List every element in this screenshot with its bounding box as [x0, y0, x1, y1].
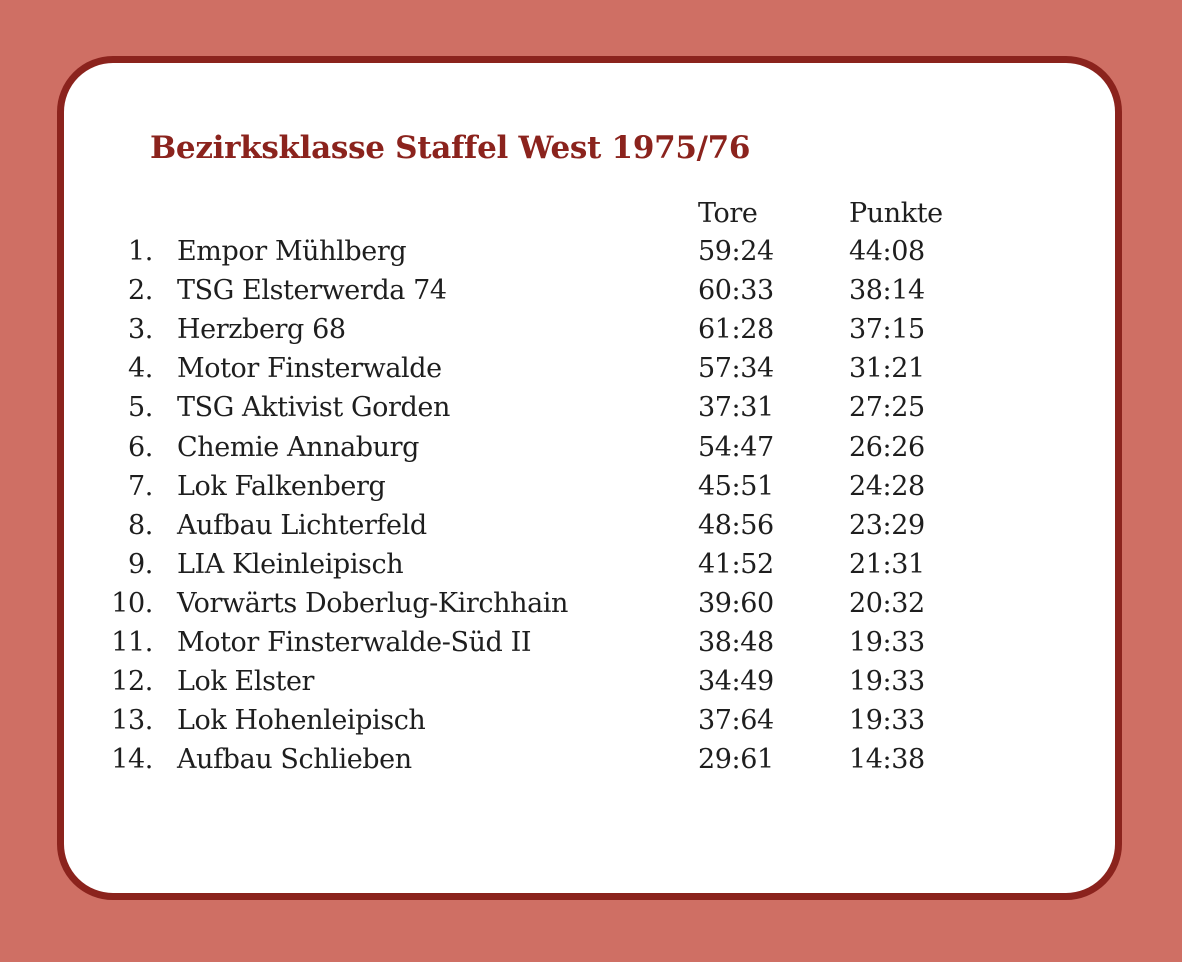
points-cell: 38:14: [849, 275, 925, 307]
column-header-goals: Tore: [698, 198, 758, 229]
team-cell: Lok Hohenleipisch: [177, 705, 426, 737]
points-cell: 31:21: [849, 353, 925, 385]
rank-cell: 8.: [128, 509, 153, 541]
goals-cell: 41:52: [698, 548, 774, 580]
table-row: 3. Herzberg 68 61:28 37:15: [0, 310, 1182, 349]
points-cell: 44:08: [849, 236, 925, 267]
rank-cell: 10.: [111, 587, 153, 619]
goals-cell: 48:56: [698, 509, 774, 541]
rank-cell: 14.: [111, 744, 153, 776]
standings-card: [57, 56, 1122, 900]
goals-cell: 54:47: [698, 431, 774, 463]
points-cell: 19:33: [849, 627, 925, 658]
team-cell: Motor Finsterwalde-Süd II: [177, 627, 532, 658]
points-cell: 24:28: [849, 470, 925, 502]
points-cell: 37:15: [849, 314, 925, 346]
rank-cell: 2.: [128, 275, 153, 307]
team-cell: Empor Mühlberg: [177, 236, 407, 267]
table-row: 4. Motor Finsterwalde 57:34 31:21: [0, 349, 1182, 388]
points-cell: 23:29: [849, 509, 925, 541]
table-row: 12. Lok Elster 34:49 19:33: [0, 662, 1182, 701]
goals-cell: 37:31: [698, 392, 774, 424]
goals-cell: 60:33: [698, 275, 774, 307]
rank-cell: 6.: [128, 431, 153, 463]
goals-cell: 38:48: [698, 627, 774, 658]
rank-cell: 7.: [128, 470, 153, 502]
points-cell: 19:33: [849, 666, 925, 698]
goals-cell: 59:24: [698, 236, 774, 267]
table-row: 1. Empor Mühlberg 59:24 44:08: [0, 232, 1182, 271]
page-title: Bezirksklasse Staffel West 1975/76: [150, 130, 751, 166]
table-row: 7. Lok Falkenberg 45:51 24:28: [0, 467, 1182, 506]
rank-cell: 1.: [128, 236, 153, 267]
rank-cell: 3.: [128, 314, 153, 346]
rank-cell: 5.: [128, 392, 153, 424]
team-cell: Vorwärts Doberlug-Kirchhain: [177, 587, 569, 619]
team-cell: TSG Elsterwerda 74: [177, 275, 447, 307]
table-row: 8. Aufbau Lichterfeld 48:56 23:29: [0, 506, 1182, 545]
table-row: 9. LIA Kleinleipisch 41:52 21:31: [0, 545, 1182, 584]
rank-cell: 4.: [128, 353, 153, 385]
team-cell: Lok Elster: [177, 666, 315, 698]
table-row: 11. Motor Finsterwalde-Süd II 38:48 19:3…: [0, 623, 1182, 662]
points-cell: 14:38: [849, 744, 925, 776]
points-cell: 19:33: [849, 705, 925, 737]
table-row: 13. Lok Hohenleipisch 37:64 19:33: [0, 701, 1182, 740]
team-cell: Aufbau Lichterfeld: [177, 509, 427, 541]
team-cell: TSG Aktivist Gorden: [177, 392, 450, 424]
table-row: 2. TSG Elsterwerda 74 60:33 38:14: [0, 271, 1182, 310]
table-row: 14. Aufbau Schlieben 29:61 14:38: [0, 740, 1182, 779]
points-cell: 21:31: [849, 548, 925, 580]
table-row: 5. TSG Aktivist Gorden 37:31 27:25: [0, 388, 1182, 427]
team-cell: Motor Finsterwalde: [177, 353, 442, 385]
table-row: 6. Chemie Annaburg 54:47 26:26: [0, 428, 1182, 467]
team-cell: Lok Falkenberg: [177, 470, 386, 502]
team-cell: Chemie Annaburg: [177, 431, 420, 463]
rank-cell: 12.: [111, 666, 153, 698]
table-header: Tore Punkte: [0, 194, 1182, 233]
team-cell: Herzberg 68: [177, 314, 346, 346]
team-cell: Aufbau Schlieben: [177, 744, 412, 776]
goals-cell: 29:61: [698, 744, 774, 776]
points-cell: 26:26: [849, 431, 925, 463]
goals-cell: 37:64: [698, 705, 774, 737]
goals-cell: 57:34: [698, 353, 774, 385]
points-cell: 27:25: [849, 392, 925, 424]
rank-cell: 11.: [111, 627, 153, 658]
goals-cell: 61:28: [698, 314, 774, 346]
team-cell: LIA Kleinleipisch: [177, 548, 404, 580]
rank-cell: 9.: [128, 548, 153, 580]
rank-cell: 13.: [111, 705, 153, 737]
goals-cell: 34:49: [698, 666, 774, 698]
points-cell: 20:32: [849, 587, 925, 619]
goals-cell: 45:51: [698, 470, 774, 502]
goals-cell: 39:60: [698, 587, 774, 619]
column-header-points: Punkte: [849, 198, 943, 229]
table-row: 10. Vorwärts Doberlug-Kirchhain 39:60 20…: [0, 584, 1182, 623]
